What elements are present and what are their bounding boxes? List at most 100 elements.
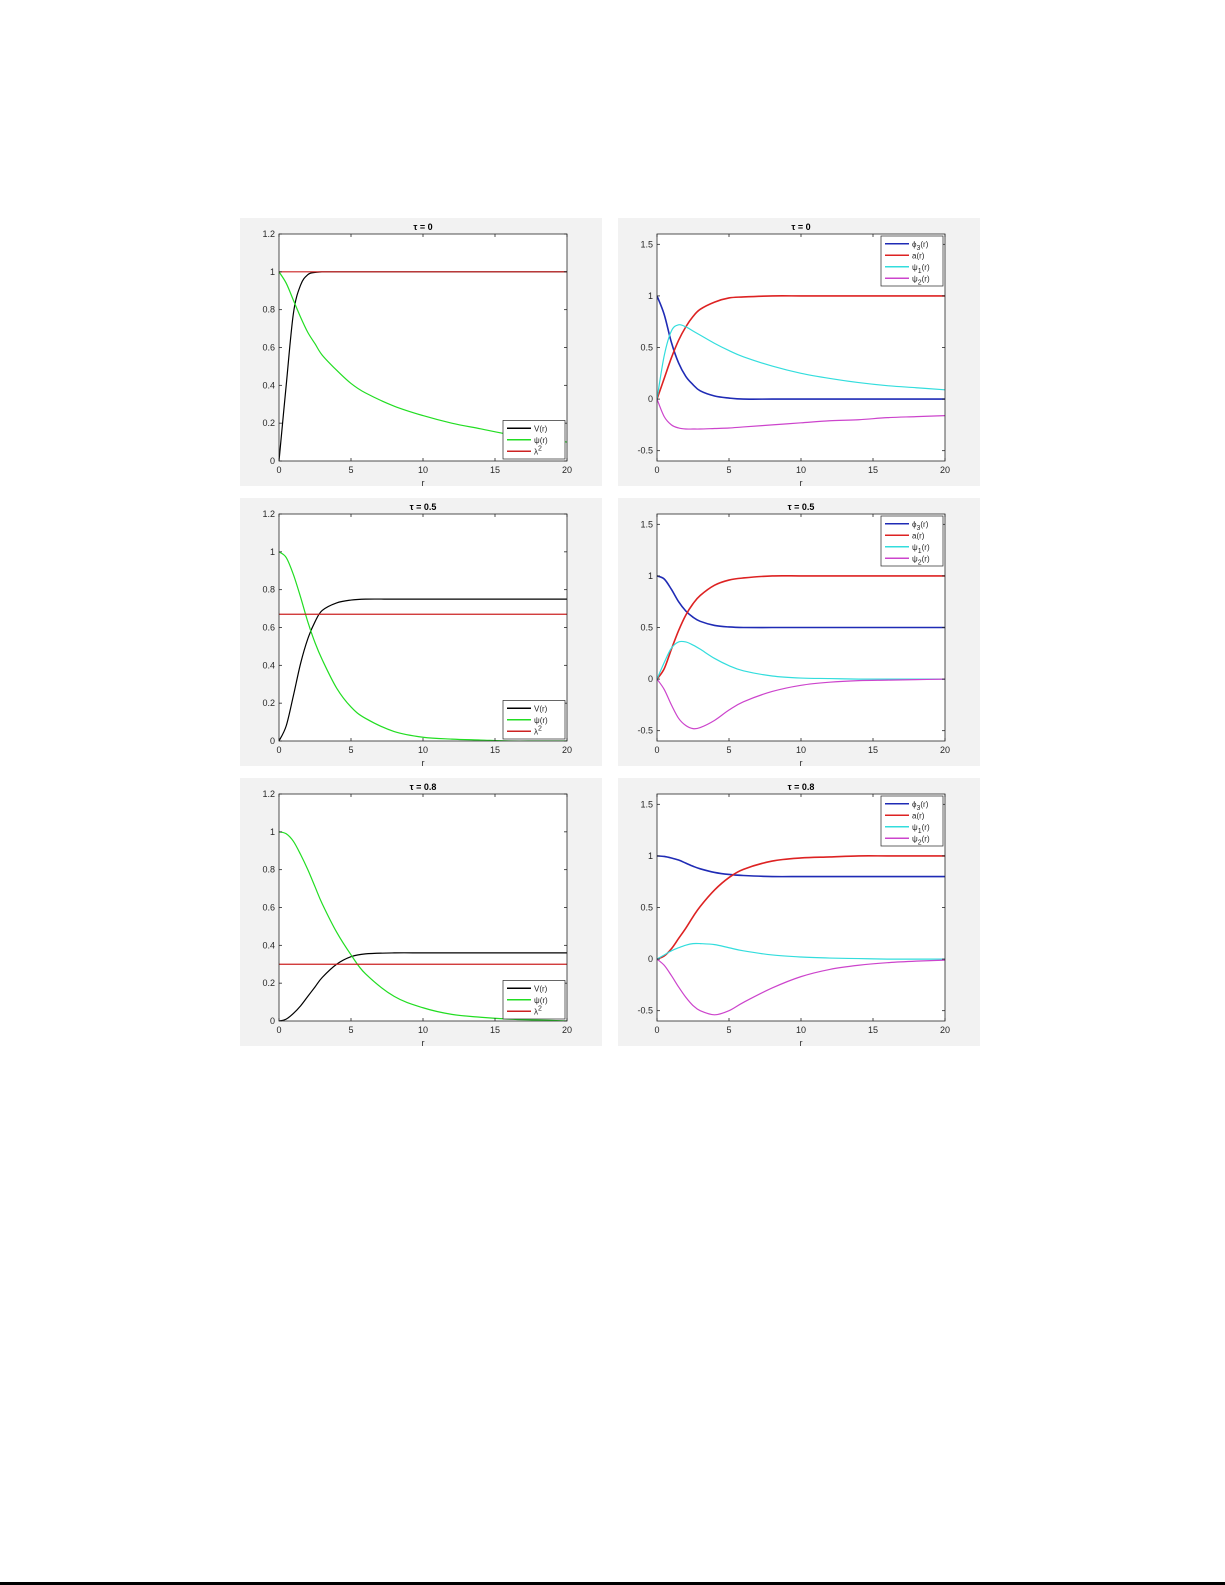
y-tick-label: -0.5 xyxy=(637,1006,653,1016)
x-tick-label: 5 xyxy=(348,465,353,475)
series-line-2 xyxy=(279,831,567,1021)
x-tick-label: 5 xyxy=(348,745,353,755)
chart-panel-4: 0 5 10 15 20-0.500.511.5τ = 0.5rϕ3(r)a(r)ψ1(… xyxy=(618,498,980,768)
series-line-1 xyxy=(657,855,945,878)
series-line-3 xyxy=(657,942,945,960)
x-axis-label: r xyxy=(422,758,425,768)
legend-label-4: ψ2(r) xyxy=(912,274,930,286)
x-tick-label: 10 xyxy=(796,465,806,475)
x-axis-label: r xyxy=(422,1038,425,1048)
y-tick-label: 0.5 xyxy=(640,343,653,353)
legend-label-4: ψ2(r) xyxy=(912,554,930,566)
x-tick-label: 15 xyxy=(868,1025,878,1035)
series-line-1 xyxy=(279,598,567,741)
chart-panel-1: 0 5 10 15 20 0 0.2 0.4 0.6 0.8 1 1.2 τ = 0 r V(r) ψ(r)λ… xyxy=(240,218,602,488)
series-line-1 xyxy=(657,575,945,629)
legend: V(r) ψ(r)λ2 xyxy=(502,420,566,460)
series-group xyxy=(279,551,567,741)
x-tick-label: 0 xyxy=(276,1025,281,1035)
y-tick-label: 1.5 xyxy=(640,519,653,529)
legend-label-2: a(r) xyxy=(912,251,925,260)
y-tick-label: 0.8 xyxy=(262,585,275,595)
chart-panel-6: 0 5 10 15 20-0.500.511.5τ = 0.8rϕ3(r)a(r)ψ1(… xyxy=(618,778,980,1048)
series-line-3 xyxy=(657,640,945,680)
series-line-2 xyxy=(279,271,567,443)
series-line-4 xyxy=(657,958,945,1016)
legend-label-1: ϕ3(r) xyxy=(912,800,929,812)
legend-label-1: ϕ3(r) xyxy=(912,240,929,252)
legend-label-2: ψ(r) xyxy=(534,716,548,725)
legend-label-3: λ2 xyxy=(534,1005,542,1016)
legend: V(r) ψ(r)λ2 xyxy=(502,700,566,740)
y-tick-label: 0 xyxy=(270,736,275,746)
y-tick-label: 0 xyxy=(648,674,653,684)
x-axis-label: r xyxy=(800,1038,803,1048)
legend-label-3: ψ1(r) xyxy=(912,823,930,835)
series-line-2 xyxy=(657,574,945,680)
legend-label-2: ψ(r) xyxy=(534,996,548,1005)
legend-label-1: V(r) xyxy=(534,704,548,713)
y-tick-label: 0.2 xyxy=(262,418,275,428)
y-tick-label: 0.8 xyxy=(262,865,275,875)
x-tick-label: 15 xyxy=(490,1025,500,1035)
series-line-2 xyxy=(657,295,945,400)
x-tick-label: 15 xyxy=(868,465,878,475)
y-tick-label: 0 xyxy=(648,954,653,964)
series-line-2 xyxy=(279,551,567,741)
chart-title: τ = 0.8 xyxy=(788,782,815,792)
x-tick-label: 20 xyxy=(940,1025,950,1035)
legend: V(r) ψ(r)λ2 xyxy=(502,980,566,1020)
series-group xyxy=(657,855,945,1016)
series-group xyxy=(657,295,945,430)
series-line-4 xyxy=(657,398,945,430)
chart-title: τ = 0.5 xyxy=(788,502,815,512)
x-tick-label: 0 xyxy=(276,745,281,755)
x-tick-label: 10 xyxy=(418,745,428,755)
y-tick-label: 1 xyxy=(270,267,275,277)
x-tick-label: 0 xyxy=(654,465,659,475)
x-tick-label: 20 xyxy=(940,745,950,755)
x-tick-label: 15 xyxy=(490,745,500,755)
x-tick-label: 5 xyxy=(726,465,731,475)
series-line-1 xyxy=(279,952,567,1021)
legend-label-4: ψ2(r) xyxy=(912,834,930,846)
series-group xyxy=(279,271,567,461)
series-group xyxy=(279,831,567,1021)
y-tick-label: 1.2 xyxy=(262,229,275,239)
series-line-4 xyxy=(657,678,945,730)
y-tick-label: 1 xyxy=(270,547,275,557)
series-line-1 xyxy=(657,295,945,400)
y-tick-label: 1 xyxy=(648,571,653,581)
y-tick-label: 0.6 xyxy=(262,623,275,633)
y-tick-label: 0.4 xyxy=(262,380,275,390)
y-tick-label: 0 xyxy=(270,456,275,466)
chart-panel-3: 0 5 10 15 20 0 0.2 0.4 0.6 0.8 1 1.2 τ = 0.5 r V(r) ψ(r… xyxy=(240,498,602,768)
y-tick-label: 0.6 xyxy=(262,903,275,913)
y-tick-label: 0.8 xyxy=(262,305,275,315)
chart-title: τ = 0.8 xyxy=(410,782,437,792)
x-tick-label: 15 xyxy=(490,465,500,475)
x-tick-label: 20 xyxy=(562,745,572,755)
y-tick-label: 1 xyxy=(648,851,653,861)
legend-label-3: ψ1(r) xyxy=(912,543,930,555)
chart-title: τ = 0.5 xyxy=(410,502,437,512)
x-tick-label: 10 xyxy=(418,465,428,475)
y-tick-label: 0.2 xyxy=(262,978,275,988)
y-tick-label: 0.5 xyxy=(640,903,653,913)
chart-panel-2: 0 5 10 15 20-0.500.511.5τ = 0rϕ3(r)a(r)ψ1(r)… xyxy=(618,218,980,488)
y-tick-label: 1.2 xyxy=(262,789,275,799)
series-group xyxy=(657,574,945,730)
legend: ϕ3(r)a(r) ψ1(r)ψ2(r) xyxy=(880,235,944,287)
x-tick-label: 5 xyxy=(726,1025,731,1035)
legend-label-1: V(r) xyxy=(534,424,548,433)
x-tick-label: 0 xyxy=(654,745,659,755)
legend-label-2: a(r) xyxy=(912,811,925,820)
chart-panel-5: 0 5 10 15 20 0 0.2 0.4 0.6 0.8 1 1.2 τ = 0.8 r V(r) ψ(r… xyxy=(240,778,602,1048)
y-tick-label: -0.5 xyxy=(637,726,653,736)
x-tick-label: 20 xyxy=(562,465,572,475)
y-tick-label: -0.5 xyxy=(637,446,653,456)
y-tick-label: 0.4 xyxy=(262,660,275,670)
x-tick-label: 0 xyxy=(276,465,281,475)
chart-title: τ = 0 xyxy=(791,222,810,232)
page-bottom-rule xyxy=(0,1582,1225,1585)
